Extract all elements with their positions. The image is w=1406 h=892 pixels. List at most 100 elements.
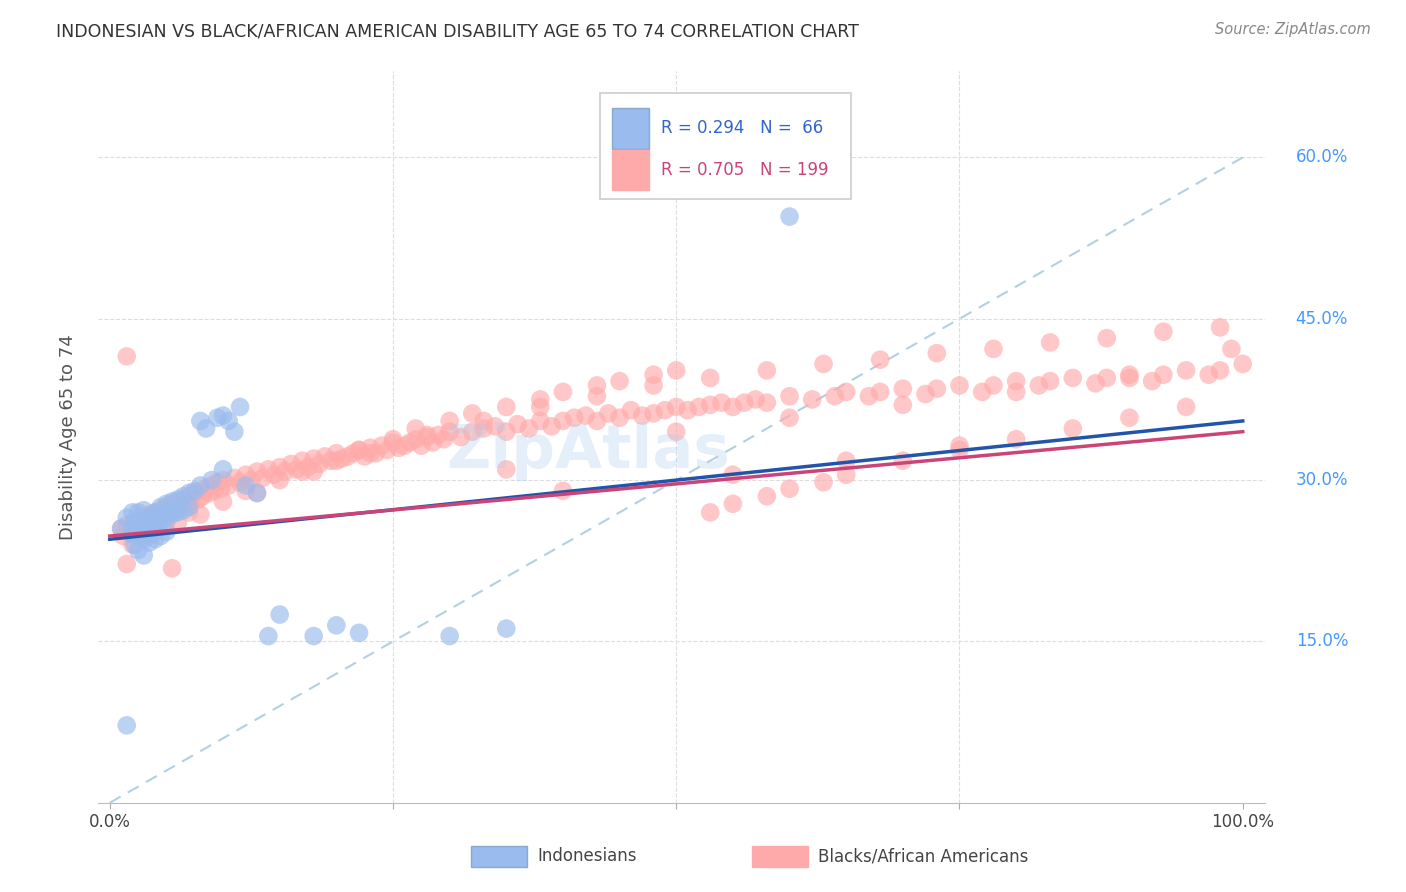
- Point: [1175, 363, 1198, 377]
- Point: [183, 486, 205, 500]
- Point: [308, 457, 330, 471]
- Point: [359, 441, 381, 455]
- Point: [202, 483, 225, 498]
- Point: [121, 521, 143, 535]
- Point: [586, 414, 609, 428]
- Point: [132, 521, 155, 535]
- Point: [212, 462, 235, 476]
- Point: [146, 516, 169, 530]
- Point: [132, 549, 155, 563]
- Point: [235, 467, 257, 482]
- Point: [201, 473, 224, 487]
- Point: [461, 425, 484, 439]
- Point: [529, 414, 551, 428]
- Point: [138, 529, 160, 543]
- Point: [155, 510, 177, 524]
- Point: [813, 357, 835, 371]
- Point: [779, 210, 801, 224]
- Point: [347, 625, 370, 640]
- Point: [195, 421, 218, 435]
- Point: [495, 400, 517, 414]
- Point: [1062, 371, 1084, 385]
- Point: [439, 629, 461, 643]
- Point: [152, 508, 174, 522]
- Point: [755, 363, 778, 377]
- Point: [609, 374, 631, 388]
- Point: [643, 406, 665, 420]
- Point: [342, 446, 364, 460]
- Point: [302, 629, 325, 643]
- Point: [274, 465, 297, 479]
- Point: [195, 482, 218, 496]
- Text: R = 0.705   N = 199: R = 0.705 N = 199: [661, 161, 828, 179]
- Point: [257, 629, 280, 643]
- Text: 30.0%: 30.0%: [1296, 471, 1348, 489]
- Point: [218, 478, 240, 492]
- Point: [1095, 371, 1118, 385]
- Point: [755, 395, 778, 409]
- Text: Blacks/African Americans: Blacks/African Americans: [818, 847, 1029, 865]
- Point: [153, 508, 176, 522]
- Point: [325, 454, 347, 468]
- Point: [131, 518, 153, 533]
- Point: [157, 505, 180, 519]
- Point: [297, 460, 319, 475]
- FancyBboxPatch shape: [612, 150, 650, 190]
- Point: [676, 403, 699, 417]
- Point: [127, 543, 149, 558]
- Point: [325, 618, 347, 632]
- Point: [416, 428, 439, 442]
- Point: [450, 430, 472, 444]
- Point: [948, 439, 970, 453]
- Point: [399, 435, 422, 450]
- Point: [721, 400, 744, 414]
- Point: [439, 425, 461, 439]
- Point: [779, 389, 801, 403]
- Point: [166, 494, 188, 508]
- Point: [319, 454, 342, 468]
- Point: [461, 406, 484, 420]
- Point: [891, 382, 914, 396]
- Point: [198, 486, 221, 500]
- Point: [124, 521, 146, 535]
- Point: [643, 378, 665, 392]
- Point: [190, 414, 212, 428]
- Point: [115, 557, 138, 571]
- Point: [132, 529, 155, 543]
- Point: [169, 500, 191, 514]
- Point: [209, 482, 232, 496]
- Point: [160, 494, 183, 508]
- Point: [914, 387, 936, 401]
- Point: [146, 510, 169, 524]
- Text: R = 0.294   N =  66: R = 0.294 N = 66: [661, 120, 823, 137]
- Point: [138, 510, 160, 524]
- Point: [124, 538, 146, 552]
- Point: [112, 529, 135, 543]
- Point: [1118, 368, 1140, 382]
- Point: [280, 457, 302, 471]
- Point: [291, 465, 314, 479]
- Point: [166, 516, 188, 530]
- Point: [138, 535, 160, 549]
- Point: [143, 524, 166, 539]
- Point: [551, 483, 574, 498]
- Point: [325, 446, 347, 460]
- Point: [654, 403, 676, 417]
- Point: [187, 492, 209, 507]
- Text: ZipAtlas: ZipAtlas: [447, 422, 731, 481]
- Point: [302, 451, 325, 466]
- Point: [121, 538, 143, 552]
- Point: [246, 486, 269, 500]
- Point: [551, 414, 574, 428]
- Point: [142, 508, 165, 522]
- Point: [983, 342, 1005, 356]
- Point: [472, 421, 495, 435]
- Point: [149, 529, 172, 543]
- Point: [218, 414, 240, 428]
- Point: [1152, 325, 1174, 339]
- Point: [688, 400, 710, 414]
- Point: [177, 486, 200, 500]
- Point: [540, 419, 562, 434]
- Point: [115, 518, 138, 533]
- Point: [779, 482, 801, 496]
